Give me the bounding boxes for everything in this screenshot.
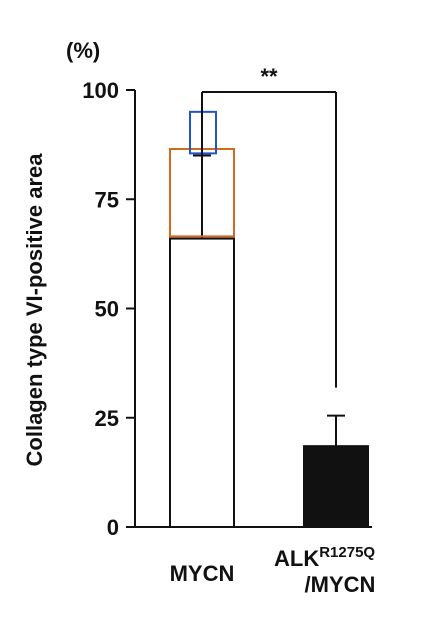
y-tick-label: 75 (95, 187, 119, 212)
category-label-1: ALKR1275Q (274, 544, 375, 571)
y-tick-label: 100 (82, 78, 119, 103)
category-label-main: ALK (274, 546, 319, 571)
labels: (%) Collagen type VI-positive area ** MYCN A… (22, 38, 375, 597)
y-tick-label: 25 (95, 406, 119, 431)
significance-label: ** (260, 64, 278, 89)
category-label-0: MYCN (170, 561, 235, 586)
category-label-superscript: R1275Q (319, 544, 375, 561)
category-label-line2: /MYCN (305, 572, 376, 597)
bars (169, 91, 369, 529)
y-tick-label: 50 (95, 297, 119, 322)
bar-1 (303, 445, 369, 528)
bar-0 (169, 237, 235, 529)
y-unit-label: (%) (66, 38, 100, 63)
y-axis-label: Collagen type VI-positive area (22, 153, 47, 467)
y-tick-label: 0 (107, 515, 119, 540)
